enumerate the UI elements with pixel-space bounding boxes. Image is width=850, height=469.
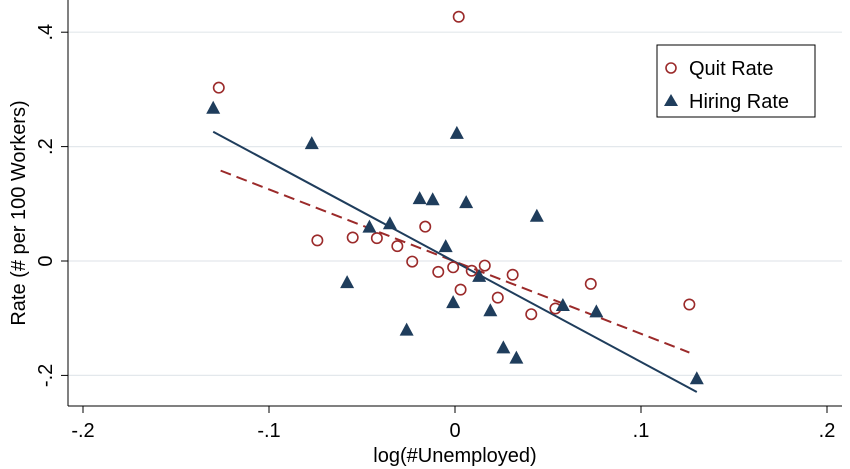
quit-rate-point (454, 283, 467, 296)
y-tick-label: 0 (35, 255, 57, 266)
hiring-rate-point (472, 268, 487, 282)
quit-rate-point (491, 291, 504, 304)
quit-rate-point (465, 264, 478, 277)
hiring-rate-point (438, 239, 453, 253)
x-tick-label: 0 (449, 420, 460, 442)
legend-hiring-label: Hiring Rate (689, 91, 789, 113)
x-tick-label: -.1 (257, 420, 280, 442)
quit-rate-point (525, 308, 538, 321)
hiring-rate-point (689, 371, 704, 385)
y-tick-label: -.2 (35, 364, 57, 387)
hiring-rate-point (589, 304, 604, 318)
quit-rate-point (506, 268, 519, 281)
quit-rate-point (584, 277, 597, 290)
hiring-rate-point (362, 219, 377, 233)
hiring-rate-point (483, 303, 498, 317)
quit-rate-point (432, 265, 445, 278)
y-tick-label: .4 (35, 24, 57, 41)
legend-quit-label: Quit Rate (689, 58, 773, 80)
quit-rate-point (311, 234, 324, 247)
fit-line-quit-rate (220, 169, 690, 354)
quit-rate-point (212, 81, 225, 94)
quit-rate-point (683, 298, 696, 311)
quit-rate-point (478, 259, 491, 272)
data-points (206, 10, 704, 385)
hiring-rate-point (382, 216, 397, 230)
hiring-rate-point (399, 322, 414, 336)
quit-rate-point (447, 261, 460, 274)
legend-box (656, 44, 816, 118)
hiring-rate-point (412, 191, 427, 205)
x-tick-label: .2 (819, 420, 836, 442)
quit-rate-point (419, 220, 432, 233)
legend-quit-marker (665, 62, 677, 74)
hiring-rate-point (304, 136, 319, 150)
axes (61, 0, 842, 413)
hiring-rate-point (446, 295, 461, 309)
hiring-rate-point (449, 125, 464, 139)
quit-rate-point (370, 232, 383, 245)
hiring-rate-point (509, 350, 524, 364)
hiring-rate-point (340, 275, 355, 289)
y-tick-label: .2 (35, 138, 57, 155)
hiring-rate-point (555, 298, 570, 312)
hiring-rate-point (425, 192, 440, 206)
hiring-rate-point (496, 340, 511, 354)
quit-rate-point (452, 10, 465, 23)
legend-hiring-marker (664, 94, 678, 106)
legend: Quit Rate Hiring Rate (656, 44, 816, 118)
quit-rate-point (391, 240, 404, 253)
y-axis-title: Rate (# per 100 Workers) (8, 100, 30, 325)
x-axis-title: log(#Unemployed) (373, 445, 536, 467)
quit-rate-point (346, 231, 359, 244)
hiring-rate-point (459, 195, 474, 209)
x-tick-label: .1 (633, 420, 650, 442)
tick-labels: -.2 -.1 0 .1 .2 -.2 0 .2 .4 (35, 24, 835, 442)
hiring-rate-point (206, 100, 221, 114)
quit-rate-point (406, 255, 419, 268)
x-tick-label: -.2 (71, 420, 94, 442)
hiring-rate-point (529, 208, 544, 222)
